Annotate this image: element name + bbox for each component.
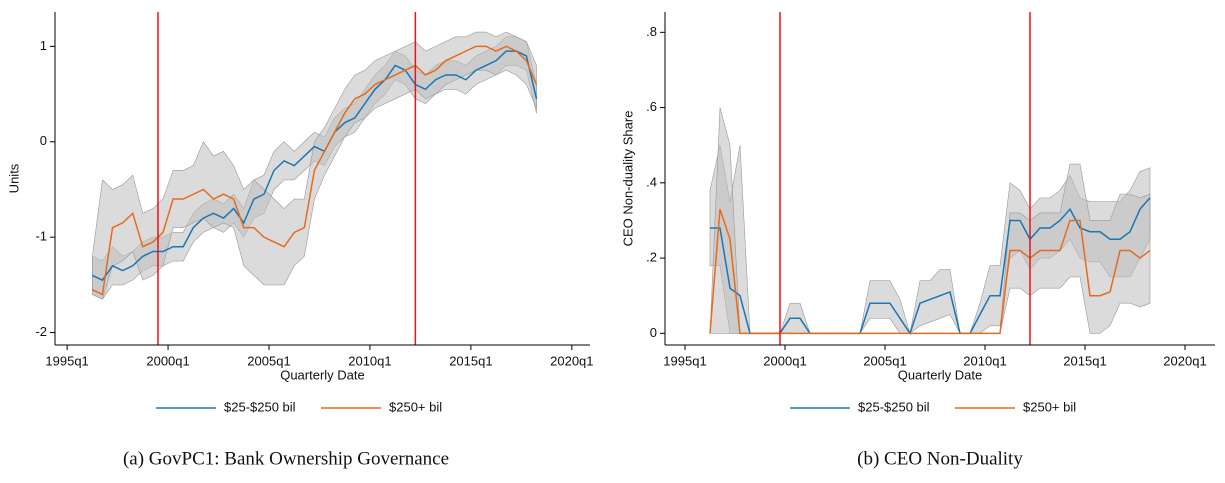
confidence-band (92, 31, 537, 300)
legend-label: $25-$250 bil (224, 399, 296, 414)
x-tick-label: 2010q1 (348, 353, 391, 368)
x-tick-label: 2015q1 (449, 353, 492, 368)
x-tick-label: 2005q1 (247, 353, 290, 368)
x-tick-label: 2015q1 (1063, 353, 1106, 368)
x-tick-label: 1995q1 (45, 353, 88, 368)
x-tick-label: 2005q1 (863, 353, 906, 368)
legend-label: $25-$250 bil (858, 399, 930, 414)
y-axis-title: Units (6, 163, 21, 193)
y-tick-label: 0 (650, 325, 657, 340)
chart-panel: 0 .2 .4 .6 .8 1995q1 2000q1 2005q1 2010q1 2015q1 2… (620, 12, 1215, 469)
series-line (709, 208, 1151, 335)
x-tick-label: 2000q1 (146, 353, 189, 368)
y-tick-label: 0 (40, 133, 47, 148)
y-tick-label: -1 (35, 229, 47, 244)
x-tick-label: 2000q1 (763, 353, 806, 368)
series-line (710, 197, 1151, 336)
x-tick-label: 1995q1 (663, 353, 706, 368)
caption: (b) CEO Non-Duality (857, 448, 1023, 469)
series-line (92, 50, 538, 282)
legend-label: $250+ bil (389, 399, 442, 414)
series-line (92, 45, 538, 296)
y-tick-label: -2 (35, 324, 47, 339)
chart-panel: -2 -1 0 1 1995q1 2000q1 2005q1 2010q1 2015q1 2020… (6, 12, 594, 469)
y-tick-label: .8 (646, 24, 657, 39)
x-tick-label: 2020q1 (550, 353, 593, 368)
caption: (a) GovPC1: Bank Ownership Governance (123, 448, 449, 469)
y-tick-label: .6 (646, 99, 657, 114)
y-axis-title: CEO Non-duality Share (620, 111, 635, 247)
y-tick-label: .2 (646, 250, 657, 265)
x-axis-title: Quarterly Date (280, 367, 365, 382)
y-tick-label: .4 (646, 174, 657, 189)
x-axis-title: Quarterly Date (898, 367, 983, 382)
x-tick-label: 2020q1 (1163, 353, 1206, 368)
y-tick-label: 1 (40, 38, 47, 53)
legend-label: $250+ bil (1023, 399, 1076, 414)
x-tick-label: 2010q1 (963, 353, 1006, 368)
